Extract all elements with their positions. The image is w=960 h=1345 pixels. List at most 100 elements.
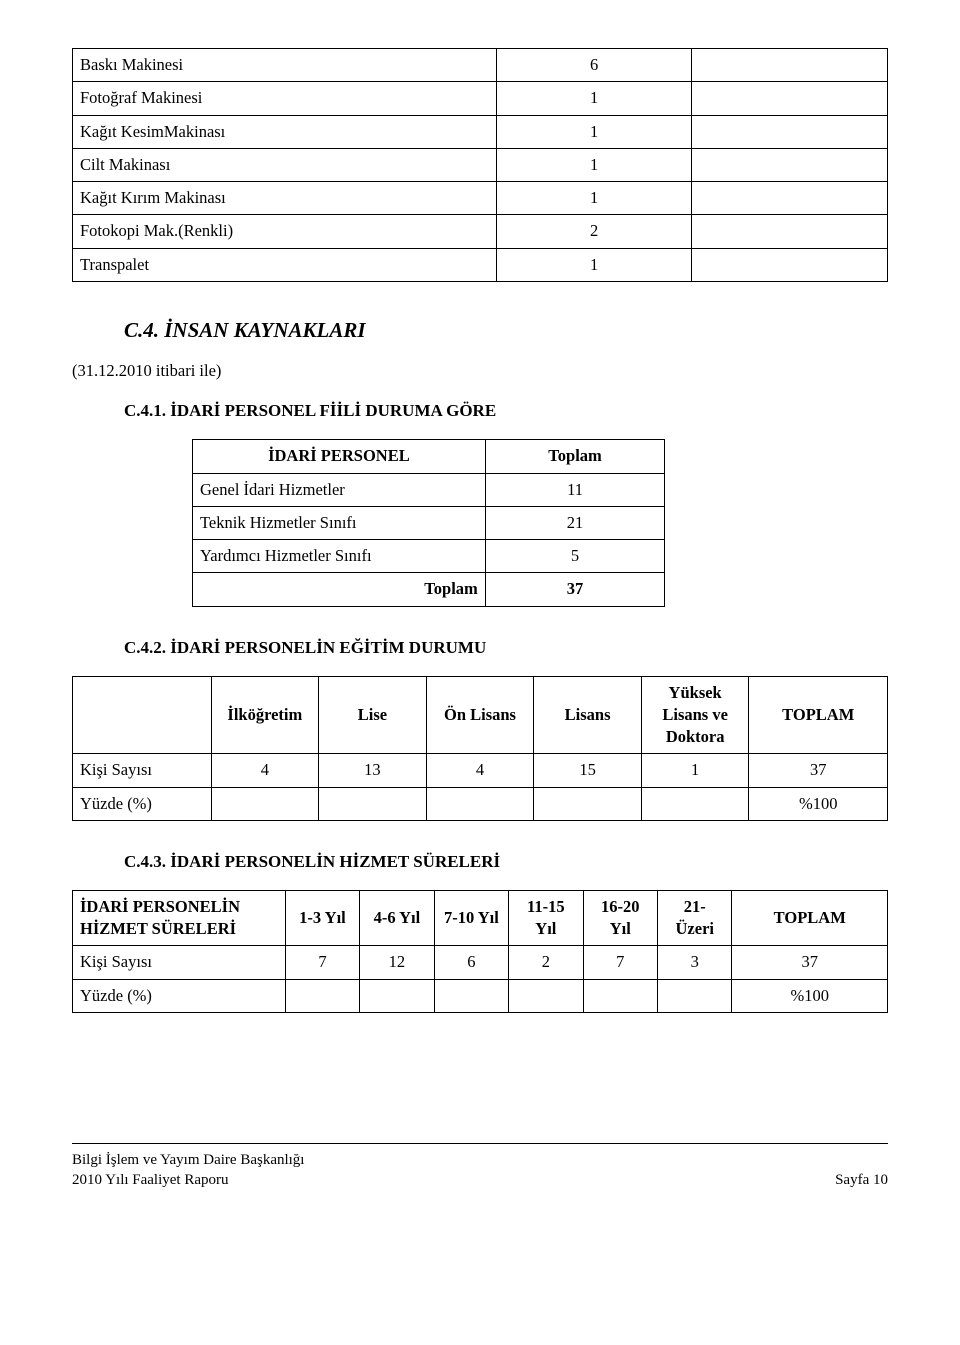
header-cell: 1-3 Yıl <box>285 890 359 946</box>
page-footer: Bilgi İşlem ve Yayım Daire Başkanlığı 20… <box>72 1143 888 1191</box>
table-row: Kağıt Kırım Makinası1 <box>73 182 888 215</box>
cell <box>692 115 888 148</box>
idari-personel-table: İDARİ PERSONEL Toplam Genel İdari Hizmet… <box>192 439 665 606</box>
cell: 13 <box>319 754 427 787</box>
row-label: Kişi Sayısı <box>73 754 212 787</box>
cell: 7 <box>285 946 359 979</box>
table-row: Yüzde (%) %100 <box>73 787 888 820</box>
section-heading-c42: C.4.2. İDARİ PERSONELİN EĞİTİM DURUMU <box>124 637 888 660</box>
cell: 7 <box>583 946 657 979</box>
cell <box>360 979 434 1012</box>
total-value: 37 <box>485 573 664 606</box>
table-row: Yardımcı Hizmetler Sınıfı5 <box>193 540 665 573</box>
footer-line1: Bilgi İşlem ve Yayım Daire Başkanlığı <box>72 1150 888 1170</box>
row-label: Yüzde (%) <box>73 979 286 1012</box>
cell: 2 <box>509 946 583 979</box>
header-cell: 16-20 Yıl <box>583 890 657 946</box>
table-row: Yüzde (%) %100 <box>73 979 888 1012</box>
cell <box>692 215 888 248</box>
table-row: Genel İdari Hizmetler11 <box>193 473 665 506</box>
row-label: Kişi Sayısı <box>73 946 286 979</box>
cell <box>211 787 319 820</box>
section-subtext: (31.12.2010 itibari ile) <box>72 360 888 382</box>
table-row: İlköğretim Lise Ön Lisans Lisans Yüksek … <box>73 676 888 754</box>
cell: Fotokopi Mak.(Renkli) <box>73 215 497 248</box>
section-heading-c43: C.4.3. İDARİ PERSONELİN HİZMET SÜRELERİ <box>124 851 888 874</box>
header-cell: İDARİ PERSONELİN HİZMET SÜRELERİ <box>73 890 286 946</box>
cell: Baskı Makinesi <box>73 49 497 82</box>
table-row: Fotokopi Mak.(Renkli)2 <box>73 215 888 248</box>
header-cell: Yüksek Lisans ve Doktora <box>641 676 749 754</box>
cell <box>692 82 888 115</box>
cell <box>583 979 657 1012</box>
cell: 37 <box>749 754 888 787</box>
cell: 1 <box>496 82 692 115</box>
table-row: Kişi Sayısı 4 13 4 15 1 37 <box>73 754 888 787</box>
cell: 2 <box>496 215 692 248</box>
header-cell: Lisans <box>534 676 642 754</box>
cell <box>319 787 427 820</box>
table-row: Baskı Makinesi6 <box>73 49 888 82</box>
cell: 5 <box>485 540 664 573</box>
cell: 1 <box>496 115 692 148</box>
section-heading-c4: C.4. İNSAN KAYNAKLARI <box>124 316 888 344</box>
table-row: İDARİ PERSONELİN HİZMET SÜRELERİ 1-3 Yıl… <box>73 890 888 946</box>
cell <box>692 49 888 82</box>
cell: %100 <box>732 979 888 1012</box>
cell: 1 <box>496 148 692 181</box>
table-row: Toplam 37 <box>193 573 665 606</box>
cell: Kağıt KesimMakinası <box>73 115 497 148</box>
cell: 11 <box>485 473 664 506</box>
table-row: İDARİ PERSONEL Toplam <box>193 440 665 473</box>
cell: 1 <box>496 248 692 281</box>
cell <box>509 979 583 1012</box>
cell <box>692 148 888 181</box>
cell: 21 <box>485 506 664 539</box>
cell: 12 <box>360 946 434 979</box>
header-cell <box>73 676 212 754</box>
table-row: Fotoğraf Makinesi1 <box>73 82 888 115</box>
header-cell: TOPLAM <box>749 676 888 754</box>
cell <box>692 248 888 281</box>
header-cell: 11-15 Yıl <box>509 890 583 946</box>
table-row: Kağıt KesimMakinası1 <box>73 115 888 148</box>
cell: 6 <box>434 946 508 979</box>
header-cell: İlköğretim <box>211 676 319 754</box>
cell: 1 <box>641 754 749 787</box>
cell: Cilt Makinası <box>73 148 497 181</box>
footer-line2-left: 2010 Yılı Faaliyet Raporu <box>72 1170 229 1190</box>
header-cell: 7-10 Yıl <box>434 890 508 946</box>
row-label: Yüzde (%) <box>73 787 212 820</box>
cell: %100 <box>749 787 888 820</box>
footer-page-number: Sayfa 10 <box>835 1170 888 1190</box>
cell <box>534 787 642 820</box>
cell: 15 <box>534 754 642 787</box>
cell <box>285 979 359 1012</box>
total-label: Toplam <box>193 573 486 606</box>
header-cell: TOPLAM <box>732 890 888 946</box>
cell <box>434 979 508 1012</box>
cell: Kağıt Kırım Makinası <box>73 182 497 215</box>
cell <box>641 787 749 820</box>
cell <box>692 182 888 215</box>
header-cell: Toplam <box>485 440 664 473</box>
cell: 4 <box>426 754 534 787</box>
cell: Transpalet <box>73 248 497 281</box>
equipment-table: Baskı Makinesi6 Fotoğraf Makinesi1 Kağıt… <box>72 48 888 282</box>
section-heading-c41: C.4.1. İDARİ PERSONEL FİİLİ DURUMA GÖRE <box>124 400 888 423</box>
table-row: Kişi Sayısı 7 12 6 2 7 3 37 <box>73 946 888 979</box>
cell: 1 <box>496 182 692 215</box>
header-cell: 4-6 Yıl <box>360 890 434 946</box>
table-row: Transpalet1 <box>73 248 888 281</box>
cell <box>658 979 732 1012</box>
header-cell: 21- Üzeri <box>658 890 732 946</box>
cell: 3 <box>658 946 732 979</box>
header-cell: Ön Lisans <box>426 676 534 754</box>
table-row: Cilt Makinası1 <box>73 148 888 181</box>
cell: Fotoğraf Makinesi <box>73 82 497 115</box>
hizmet-sureleri-table: İDARİ PERSONELİN HİZMET SÜRELERİ 1-3 Yıl… <box>72 890 888 1013</box>
cell: Teknik Hizmetler Sınıfı <box>193 506 486 539</box>
cell <box>426 787 534 820</box>
cell: 4 <box>211 754 319 787</box>
egitim-durumu-table: İlköğretim Lise Ön Lisans Lisans Yüksek … <box>72 676 888 821</box>
